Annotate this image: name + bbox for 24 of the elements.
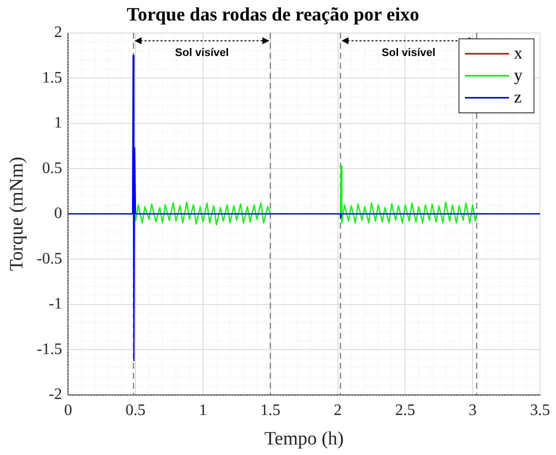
y-tick-label: -0.5 — [36, 250, 62, 268]
x-tick-label: 3.5 — [530, 402, 550, 419]
x-tick-label: 2 — [334, 402, 342, 419]
x-tick-label: 1 — [198, 402, 207, 419]
annotation: Sol visível — [175, 46, 229, 59]
x-tick-label: 2.5 — [395, 402, 416, 419]
chart-title: Torque das rodas de reação por eixo — [126, 4, 420, 26]
y-axis-title: Torque (mNm) — [6, 156, 28, 272]
x-tick-label: 3 — [468, 402, 477, 419]
x-axis-title: Tempo (h) — [264, 428, 344, 450]
y-tick-label: 0.5 — [42, 160, 62, 177]
y-tick-label: 1 — [54, 114, 62, 132]
y-tick-label: -1 — [48, 296, 62, 313]
legend-label: y — [514, 65, 523, 84]
legend-label: x — [514, 43, 523, 62]
y-tick-label: 2 — [54, 24, 62, 42]
x-tick-label: 1.5 — [260, 402, 280, 419]
y-tick-label: -1.5 — [36, 340, 62, 358]
x-tick-label: 0.5 — [126, 402, 146, 419]
y-tick-label: 0 — [54, 205, 62, 222]
y-tick-label: 1.5 — [42, 69, 62, 86]
legend-label: z — [514, 87, 522, 106]
annotation: Sol visível — [382, 46, 436, 59]
y-tick-label: -2 — [48, 386, 62, 404]
